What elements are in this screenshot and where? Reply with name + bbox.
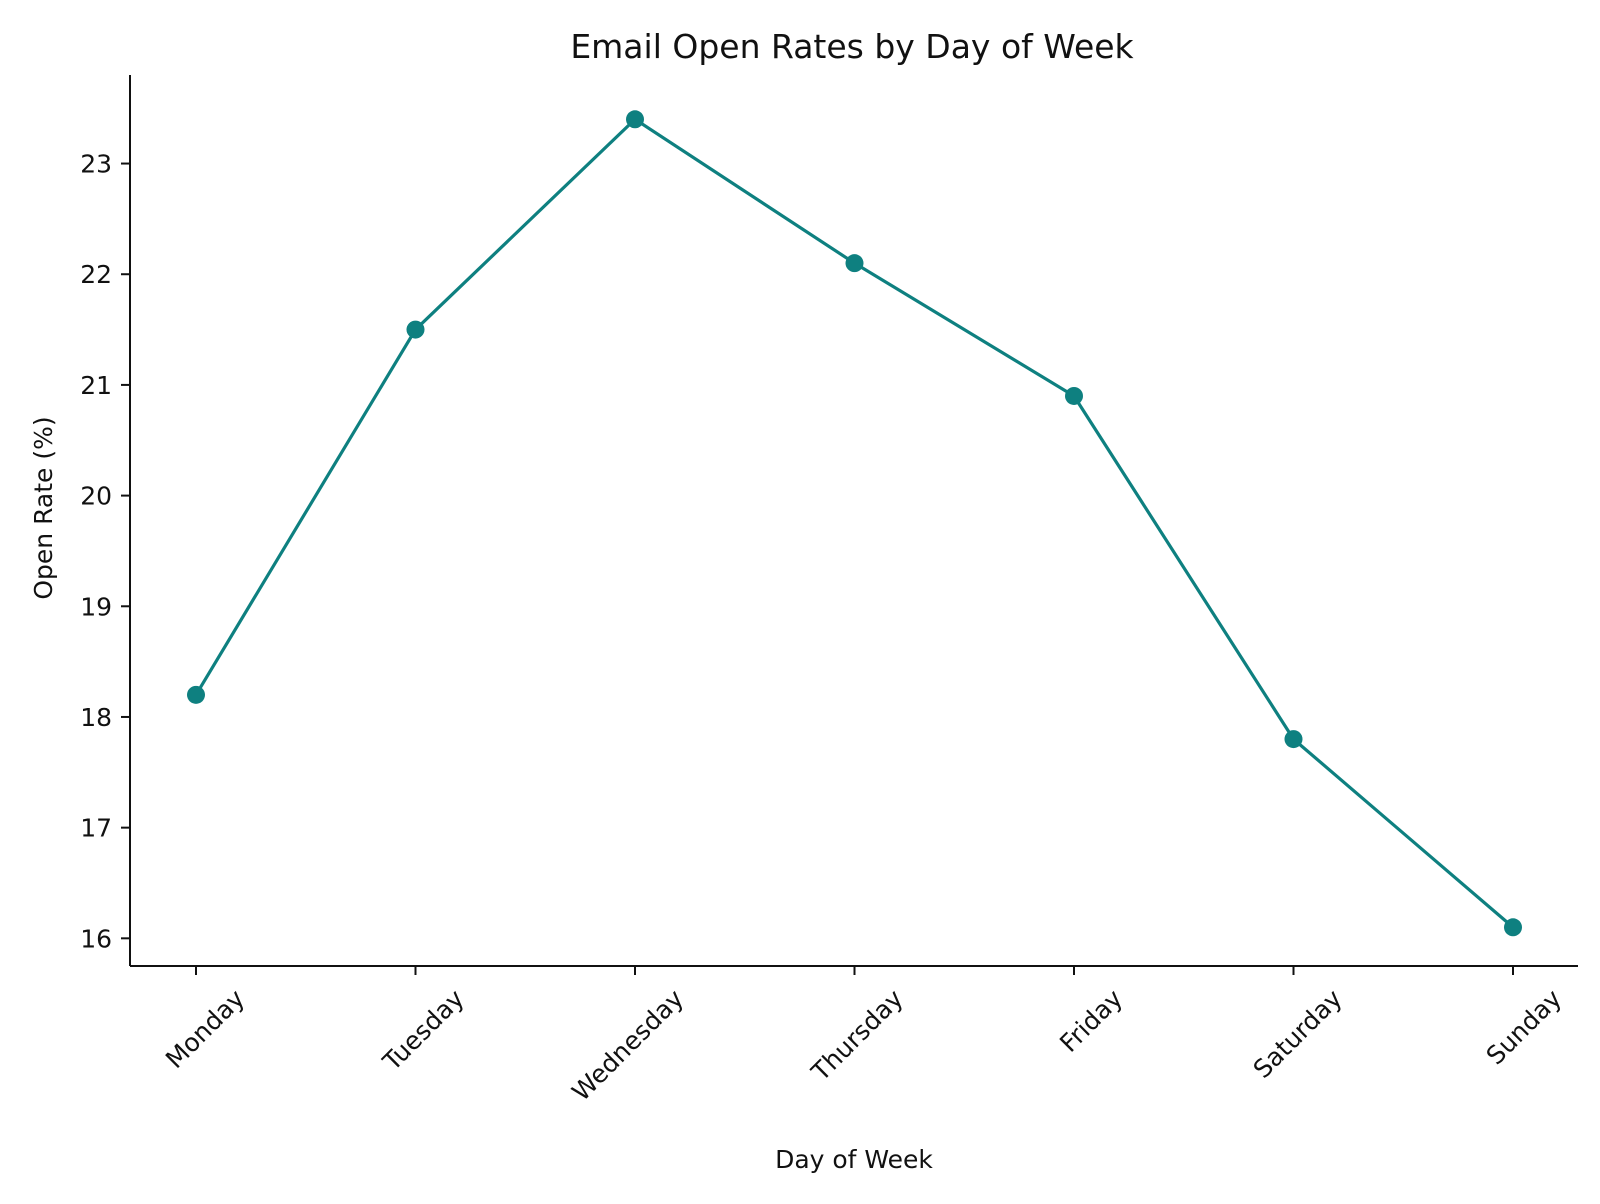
x-tick-label: Saturday [1248,984,1348,1084]
data-point-sunday [1504,918,1522,937]
data-point-wednesday [626,110,644,129]
x-tick-label: Monday [160,984,250,1074]
series-layer [187,110,1522,937]
y-tick-label: 23 [80,150,112,179]
x-axis-label: Day of Week [775,1145,933,1174]
y-axis-label: Open Rate (%) [29,416,58,599]
axes [129,75,1578,967]
y-tick-label: 16 [80,924,112,953]
series-line [194,117,1515,929]
x-tick-label: Friday [1054,984,1128,1058]
x-tick-label: Thursday [805,984,909,1088]
chart-title: Email Open Rates by Day of Week [570,27,1134,66]
data-point-tuesday [406,320,425,339]
x-tick-label: Wednesday [566,984,689,1107]
x-tick-label: Tuesday [377,984,470,1077]
data-point-saturday [1284,730,1303,749]
y-tick-label: 20 [80,482,112,511]
data-point-thursday [845,254,864,273]
y-tick-label: 18 [80,703,112,732]
x-tick-label: Sunday [1481,984,1568,1071]
y-tick-label: 19 [80,592,112,621]
y-tick-label: 17 [80,814,112,843]
y-axis-ticks: 16 17 18 19 20 21 22 23 [80,150,130,953]
data-point-monday [187,685,205,704]
data-point-friday [1065,386,1083,405]
x-axis-ticks: Monday Tuesday Wednesday Thursday Friday Satu… [160,966,1567,1107]
y-tick-label: 22 [80,260,112,289]
y-tick-label: 21 [80,371,112,400]
